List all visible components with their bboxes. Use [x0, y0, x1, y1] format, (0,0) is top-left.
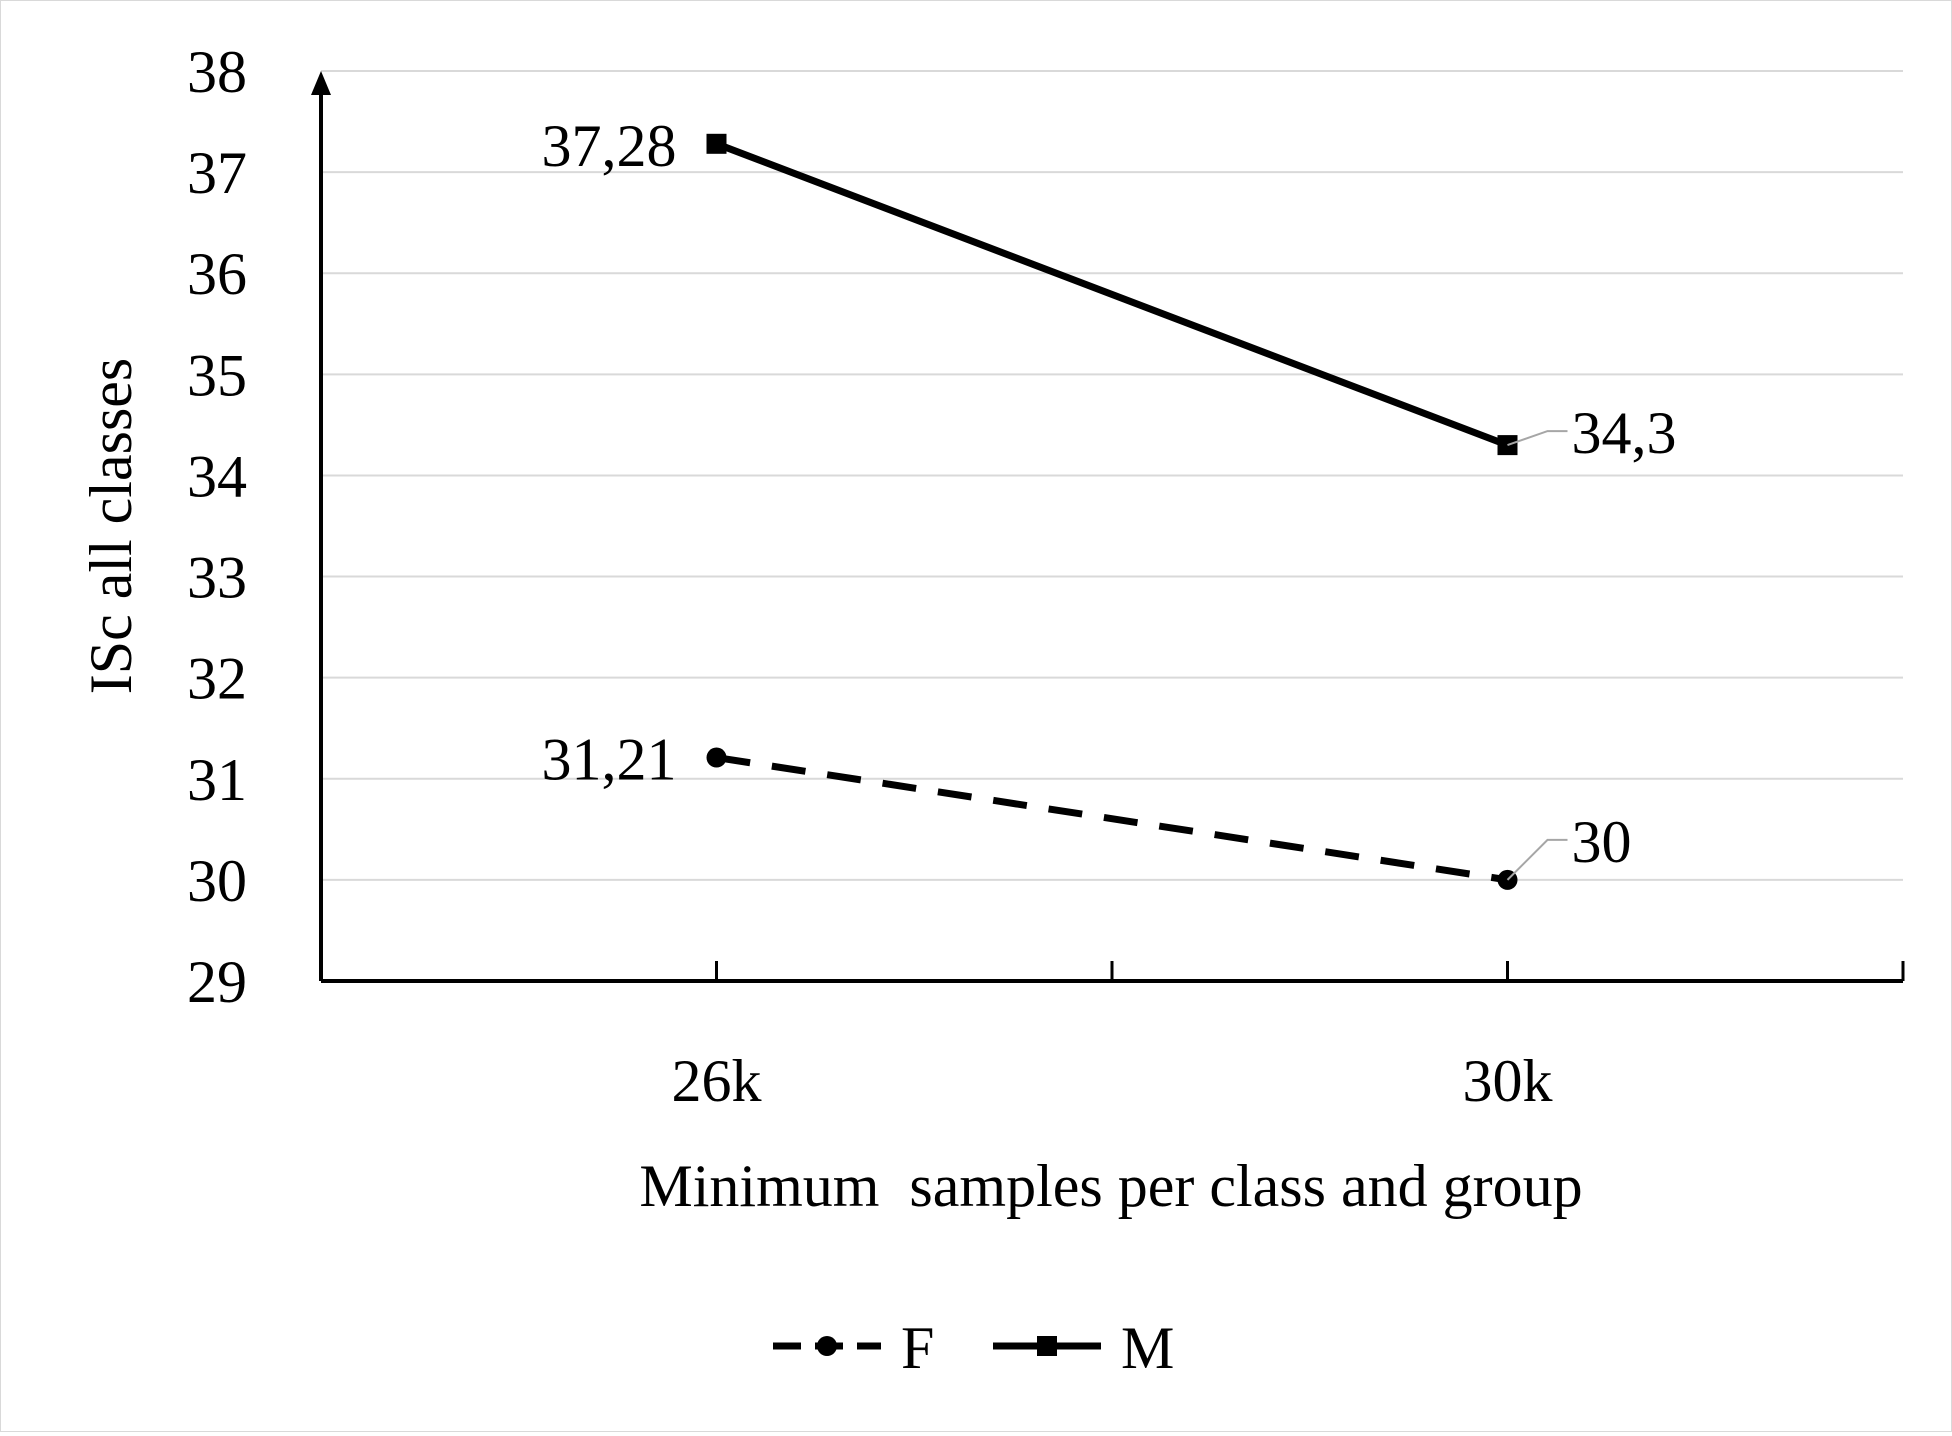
- legend-label-f: F: [901, 1315, 934, 1381]
- axes: [311, 71, 1903, 983]
- x-ticks: 26k 30k: [672, 961, 1905, 1114]
- y-tick-labels: 29 30 31 32 33 34 35 36 37 38: [187, 39, 247, 1015]
- legend-label-m: M: [1121, 1315, 1174, 1381]
- y-tick-label: 31: [187, 747, 247, 813]
- y-tick-label: 35: [187, 342, 247, 408]
- x-tick-label: 26k: [672, 1048, 762, 1114]
- series-line-m: [715, 140, 1509, 449]
- y-tick-label: 29: [187, 949, 247, 1015]
- gridlines: [321, 70, 1903, 881]
- data-point-m: [706, 133, 727, 154]
- y-axis-arrowhead: [311, 71, 331, 95]
- y-tick-label: 33: [187, 545, 247, 611]
- y-axis-title: ISc all classes: [78, 358, 144, 695]
- legend-marker-f: [817, 1336, 837, 1356]
- leader-line: [1506, 838, 1568, 881]
- data-label-f: 31,21: [542, 727, 677, 793]
- data-label-m: 37,28: [542, 113, 677, 179]
- data-label-m: 34,3: [1572, 400, 1677, 466]
- data-label-f: 30: [1572, 809, 1632, 875]
- data-point-f: [706, 747, 727, 768]
- leader-line: [1507, 430, 1568, 447]
- series-line-f: [715, 754, 1509, 884]
- x-tick-label: 30k: [1463, 1048, 1553, 1114]
- data-labels: 31,21 30 37,28 34,3: [542, 113, 1677, 881]
- y-tick-label: 38: [187, 39, 247, 105]
- legend-marker-m: [1037, 1336, 1057, 1356]
- x-axis-title: Minimum samples per class and group: [639, 1153, 1582, 1219]
- y-tick-label: 32: [187, 646, 247, 712]
- y-tick-label: 37: [187, 140, 247, 206]
- y-tick-label: 36: [187, 241, 247, 307]
- y-tick-label: 34: [187, 443, 247, 509]
- series-layer: [706, 133, 1518, 890]
- y-tick-label: 30: [187, 848, 247, 914]
